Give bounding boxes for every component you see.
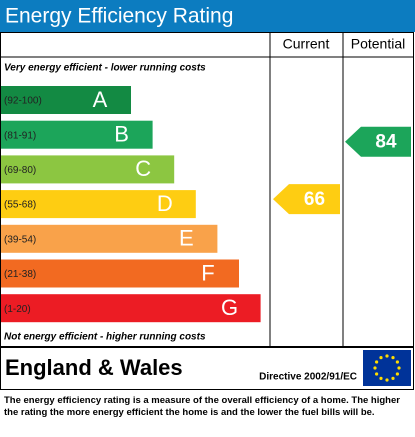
flag-star bbox=[395, 372, 399, 376]
band-bar bbox=[1, 120, 153, 149]
band-range: (1-20) bbox=[4, 304, 31, 315]
band-letter: G bbox=[221, 295, 238, 320]
band-letter: B bbox=[114, 122, 129, 147]
flag-star bbox=[379, 376, 383, 380]
band-letter: E bbox=[179, 226, 194, 251]
region-box bbox=[0, 347, 414, 390]
flag-star bbox=[373, 366, 377, 370]
band-range: (39-54) bbox=[4, 234, 36, 245]
band-letter: F bbox=[201, 260, 214, 285]
flag-star bbox=[385, 378, 389, 382]
flag-star bbox=[375, 372, 379, 376]
column-header: Potential bbox=[351, 36, 405, 52]
band-range: (21-38) bbox=[4, 269, 36, 280]
footer-text: The energy efficiency rating is a measur… bbox=[4, 395, 400, 418]
flag-star bbox=[397, 366, 401, 370]
band-bar bbox=[1, 155, 175, 184]
column-header: Current bbox=[283, 36, 330, 52]
band-bar bbox=[1, 86, 131, 114]
band-range: (55-68) bbox=[4, 200, 36, 211]
band-bar bbox=[1, 224, 218, 253]
band-letter: C bbox=[135, 156, 151, 181]
chart: Energy Efficiency Rating Current Potenti… bbox=[0, 0, 415, 390]
rating-value: 84 bbox=[375, 132, 397, 153]
chart-title: Energy Efficiency Rating bbox=[5, 5, 233, 28]
title-bar bbox=[0, 0, 415, 32]
flag-star bbox=[375, 360, 379, 364]
rating-arrow bbox=[345, 126, 411, 157]
band-bar bbox=[1, 259, 239, 288]
band-letter: D bbox=[157, 191, 173, 216]
flag-star bbox=[391, 356, 395, 360]
flag-star bbox=[391, 376, 395, 380]
band-letter: A bbox=[93, 87, 108, 112]
bottom-note: Not energy efficient - higher running co… bbox=[4, 332, 206, 343]
band-range: (92-100) bbox=[4, 96, 42, 107]
band-range: (69-80) bbox=[4, 165, 36, 176]
frame bbox=[0, 32, 414, 347]
top-note: Very energy efficient - lower running co… bbox=[4, 63, 206, 74]
directive: Directive 2002/91/EC bbox=[259, 372, 357, 383]
rating-value: 66 bbox=[304, 189, 325, 210]
band-bar bbox=[1, 190, 196, 219]
band-range: (81-91) bbox=[4, 130, 36, 141]
flag-star bbox=[385, 354, 389, 358]
flag-star bbox=[379, 356, 383, 360]
flag-star bbox=[395, 360, 399, 364]
rating-arrow bbox=[273, 184, 340, 215]
band-bar bbox=[1, 294, 261, 323]
region: England & Wales bbox=[5, 355, 183, 380]
